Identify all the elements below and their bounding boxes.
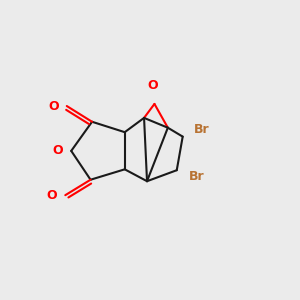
Text: O: O xyxy=(48,100,59,112)
Text: O: O xyxy=(52,144,63,158)
Text: O: O xyxy=(148,79,158,92)
Text: Br: Br xyxy=(189,170,204,183)
Text: Br: Br xyxy=(194,123,210,136)
Text: O: O xyxy=(46,189,57,202)
